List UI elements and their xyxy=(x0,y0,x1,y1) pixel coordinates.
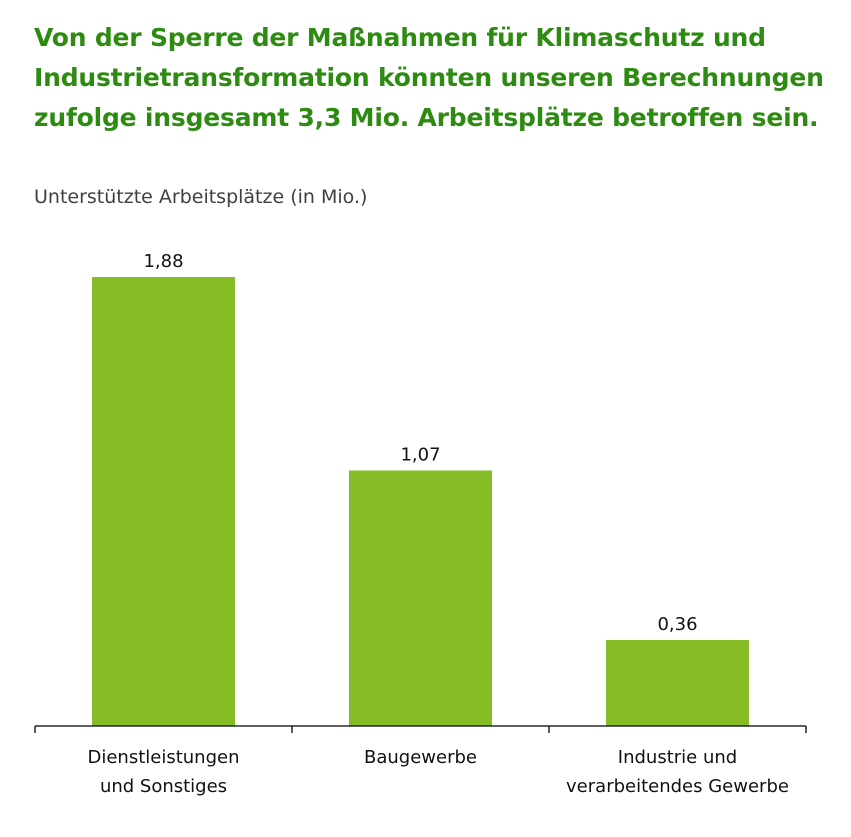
data-label-1: 1,88 xyxy=(143,251,183,272)
chart-headline: Von der Sperre der Maßnahmen für Klimasc… xyxy=(34,23,824,132)
category-label-1-line-2: und Sonstiges xyxy=(100,776,227,797)
category-label-2-line-1: Baugewerbe xyxy=(364,747,477,768)
bar-3 xyxy=(606,640,749,726)
bar-2 xyxy=(349,470,492,726)
category-label-3-line-2: verarbeitendes Gewerbe xyxy=(566,776,789,797)
y-axis-label: Unterstützte Arbeitsplätze (in Mio.) xyxy=(34,186,368,208)
data-label-2: 1,07 xyxy=(400,445,440,466)
category-label-3-line-1: Industrie und xyxy=(618,747,737,768)
bar-1 xyxy=(92,277,235,726)
data-label-3: 0,36 xyxy=(657,614,697,635)
category-label-1-line-1: Dienstleistungen xyxy=(87,747,239,768)
